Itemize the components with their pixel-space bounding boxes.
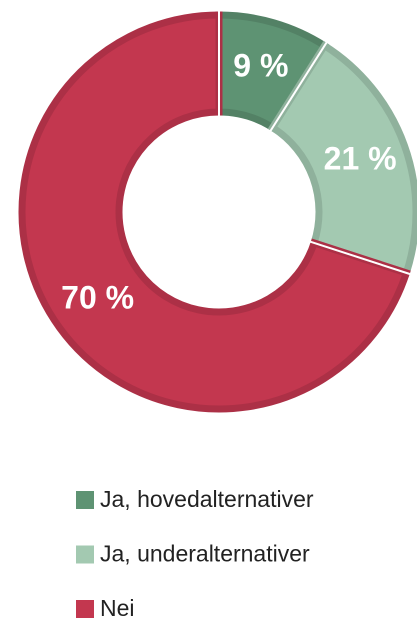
slice-label: 21 % [324,141,397,177]
slice-label: 9 % [233,47,288,83]
separator [309,240,411,276]
legend-label: Ja, hovedalternativer [100,486,314,512]
legend-swatch [76,600,94,618]
legend-swatch [76,545,94,564]
slice [18,11,411,413]
slice [267,40,417,278]
legend-label: Ja, underalternativer [100,541,310,567]
separator [269,41,328,132]
legend-label: Nei [100,595,135,621]
legend-swatch [76,491,94,509]
slice-label: 70 % [61,280,134,316]
